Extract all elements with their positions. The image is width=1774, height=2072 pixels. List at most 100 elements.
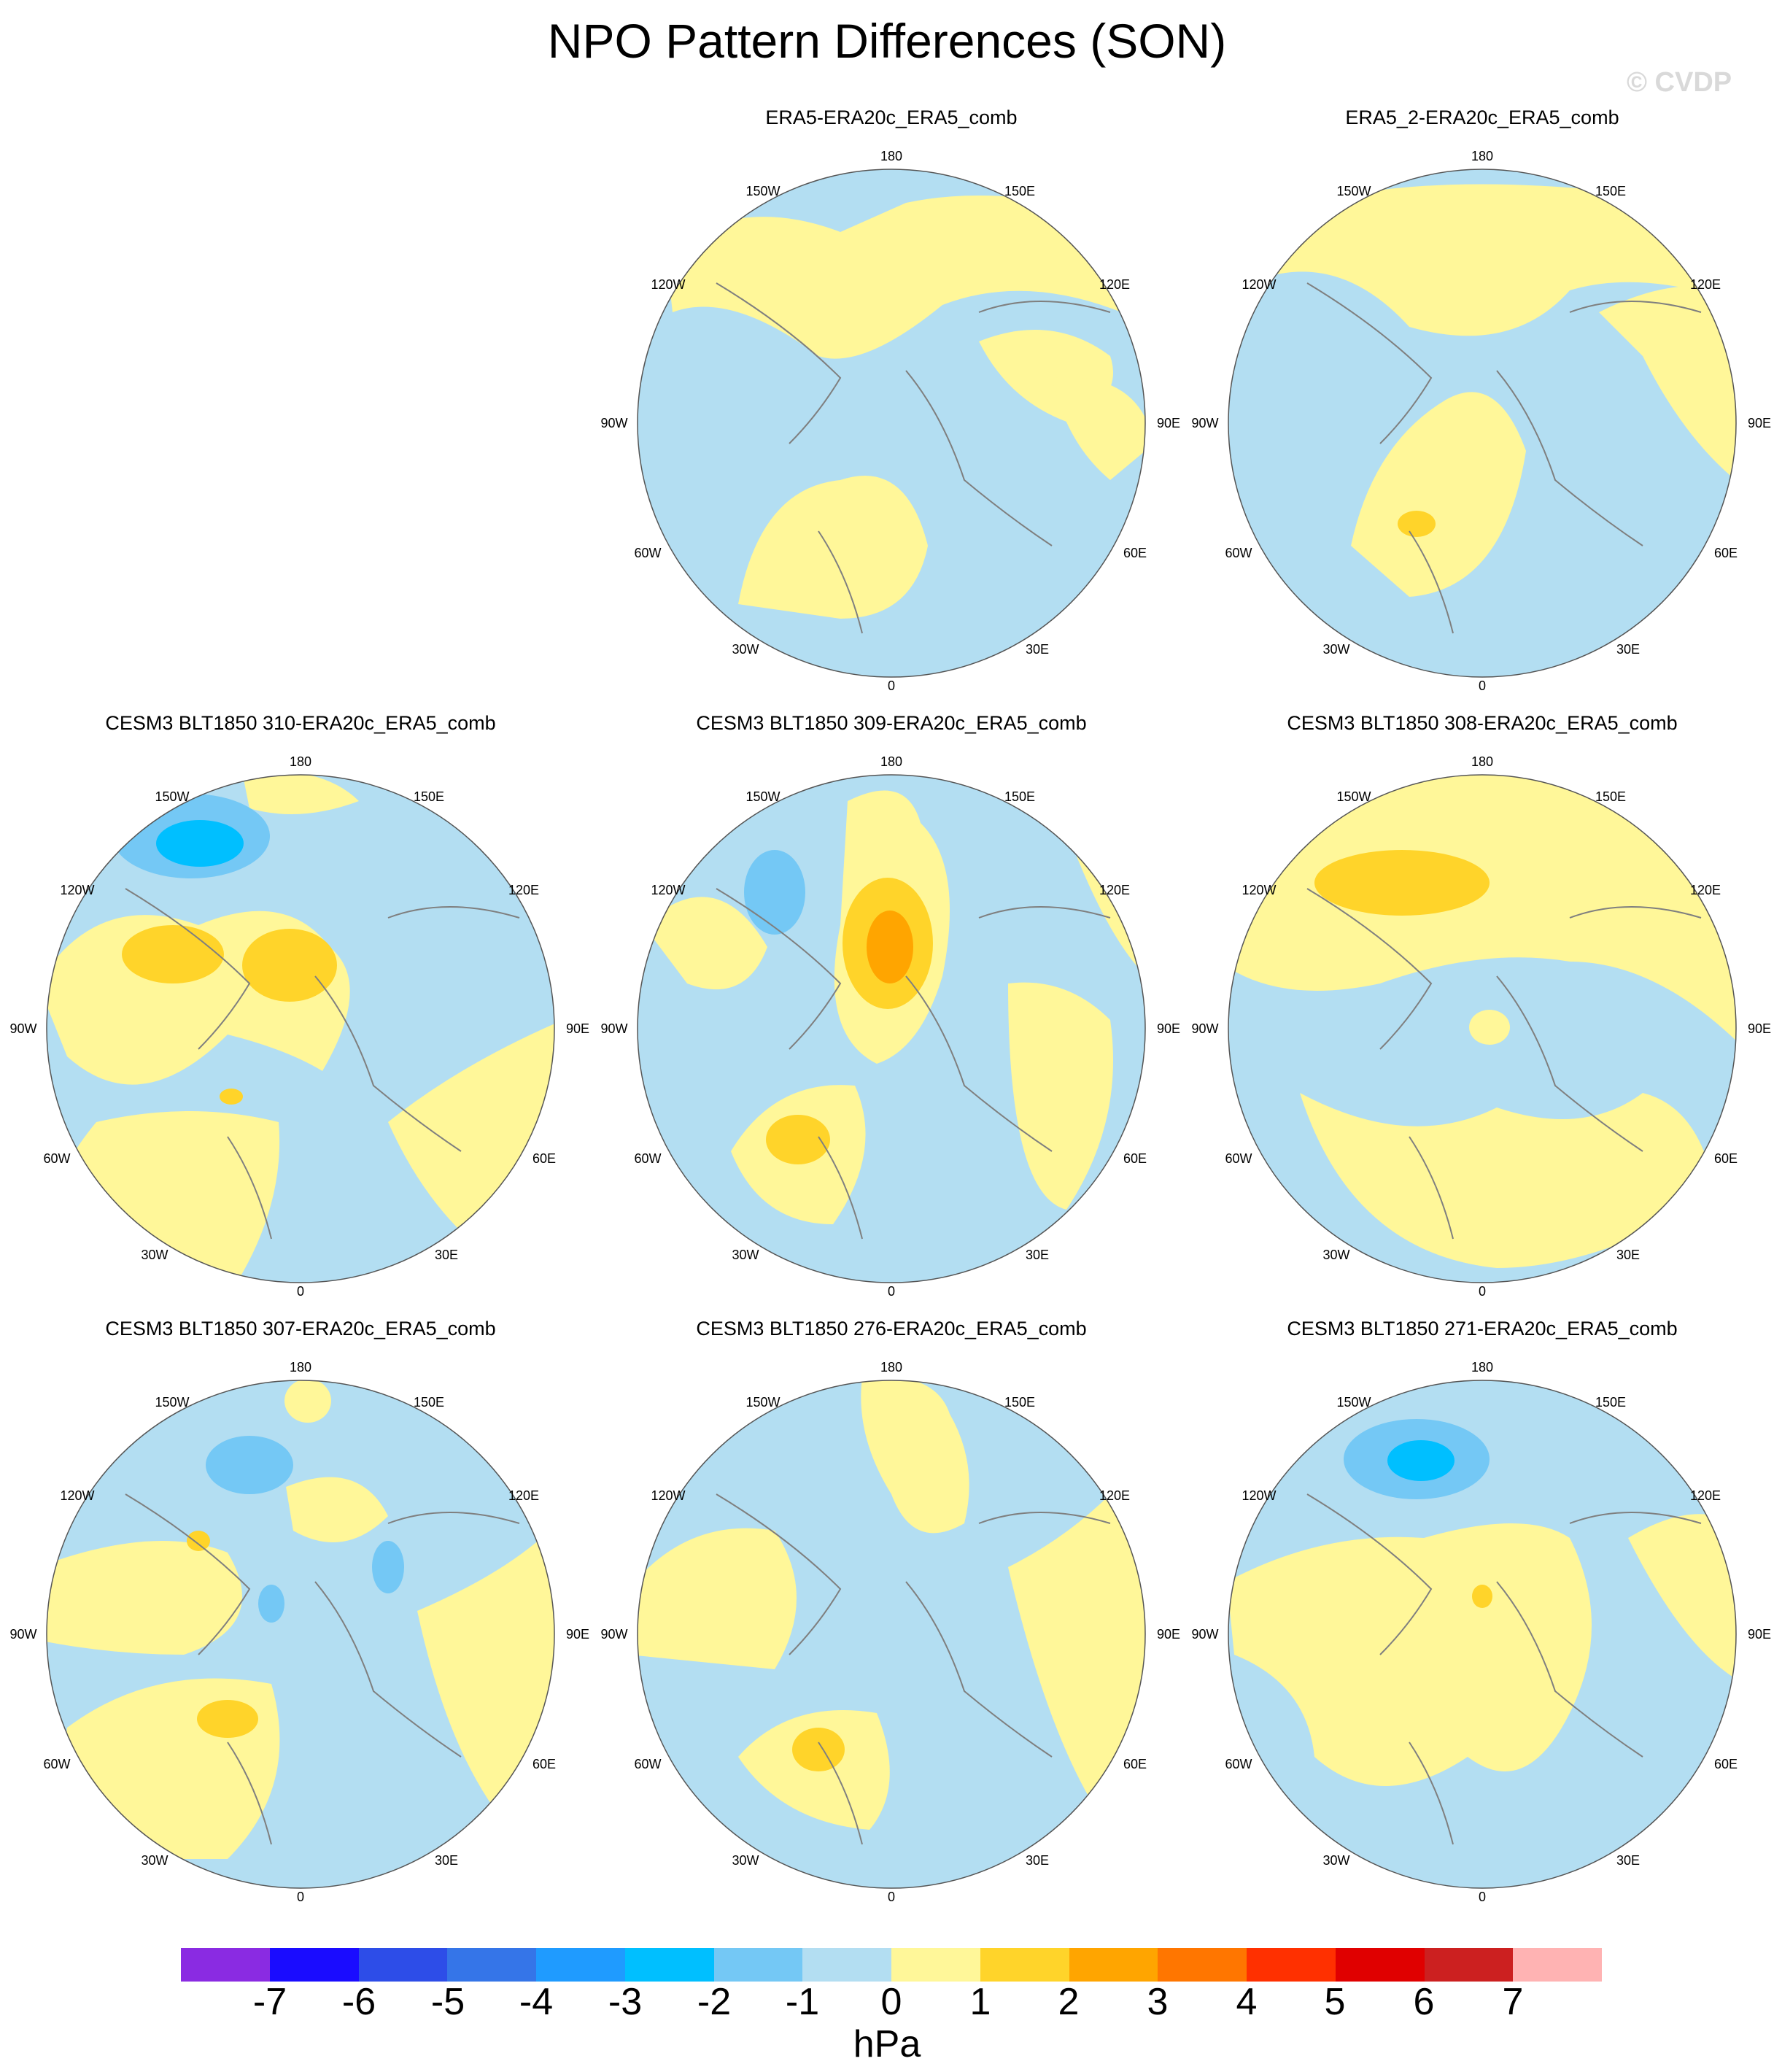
panel-title: ERA5_2-ERA20c_ERA5_comb <box>1345 107 1619 128</box>
lon-label-150w: 150W <box>745 1395 780 1410</box>
colorbar-swatch <box>891 1948 980 1982</box>
lon-label-120e: 120E <box>1690 883 1721 897</box>
panel-cesm3-310: CESM3 BLT1850 310-ERA20c_ERA5_comb 180 1… <box>9 712 592 1297</box>
lon-label-60e: 60E <box>532 1151 556 1166</box>
panel-title: CESM3 BLT1850 309-ERA20c_ERA5_comb <box>696 712 1087 734</box>
lon-label-60e: 60E <box>1123 546 1147 560</box>
colorbar-label: 3 <box>1147 1981 1169 2023</box>
lon-label-90e: 90E <box>1748 416 1771 430</box>
lon-label-150w: 150W <box>1336 789 1371 804</box>
lon-label-30e: 30E <box>435 1248 458 1262</box>
colorbar-label: 7 <box>1502 1981 1524 2023</box>
lon-label-30w: 30W <box>1322 1853 1349 1868</box>
lon-label-60e: 60E <box>1123 1151 1147 1166</box>
lon-label-150e: 150E <box>1004 1395 1035 1410</box>
lon-label-90w: 90W <box>1191 416 1218 430</box>
lon-label-150w: 150W <box>745 789 780 804</box>
lon-label-0: 0 <box>888 1284 895 1297</box>
lon-label-90w: 90W <box>1191 1021 1218 1036</box>
lon-label-30w: 30W <box>141 1853 168 1868</box>
lon-label-180: 180 <box>880 149 902 163</box>
lon-label-150w: 150W <box>155 1395 189 1410</box>
colorbar-swatch <box>624 1948 714 1982</box>
lon-label-150e: 150E <box>1595 184 1626 198</box>
lon-label-150e: 150E <box>414 789 444 804</box>
colorbar-label: -4 <box>519 1981 554 2023</box>
colorbar-swatch <box>1335 1948 1425 1982</box>
lon-label-60w: 60W <box>1225 1757 1252 1771</box>
lon-label-30e: 30E <box>1616 1248 1640 1262</box>
panel-title: CESM3 BLT1850 307-ERA20c_ERA5_comb <box>105 1318 496 1340</box>
lon-label-120w: 120W <box>651 277 685 292</box>
colorbar <box>181 1948 1602 1982</box>
colorbar-units: hPa <box>853 2023 921 2065</box>
lon-label-180: 180 <box>880 1360 902 1375</box>
lon-label-30e: 30E <box>1026 642 1049 657</box>
lon-label-90e: 90E <box>566 1021 589 1036</box>
lon-label-150w: 150W <box>1336 184 1371 198</box>
lon-label-150w: 150W <box>155 789 189 804</box>
lon-label-120w: 120W <box>651 883 685 897</box>
lon-label-30w: 30W <box>1322 642 1349 657</box>
lon-label-120e: 120E <box>508 883 539 897</box>
lon-label-120e: 120E <box>508 1488 539 1503</box>
lon-label-90e: 90E <box>1748 1627 1771 1642</box>
lon-label-90w: 90W <box>9 1021 36 1036</box>
colorbar-swatch <box>1424 1948 1514 1982</box>
polar-map: 180 150E 120E 90E 60E 30E 0 30W 60W 90W … <box>600 1360 1180 1903</box>
colorbar-swatch <box>1513 1948 1602 1982</box>
colorbar-swatch <box>1247 1948 1336 1982</box>
lon-label-120w: 120W <box>1242 277 1276 292</box>
lon-label-0: 0 <box>1479 679 1486 692</box>
panel-title: ERA5-ERA20c_ERA5_comb <box>765 107 1018 128</box>
lon-label-30w: 30W <box>1322 1248 1349 1262</box>
colorbar-label: 6 <box>1413 1981 1435 2023</box>
panel-title: CESM3 BLT1850 310-ERA20c_ERA5_comb <box>105 712 496 734</box>
lon-label-0: 0 <box>297 1890 304 1903</box>
figure-title: NPO Pattern Differences (SON) <box>547 14 1227 68</box>
lon-label-0: 0 <box>1479 1284 1486 1297</box>
lon-label-180: 180 <box>1471 754 1493 769</box>
lon-label-180: 180 <box>290 1360 311 1375</box>
lon-label-30w: 30W <box>732 642 759 657</box>
lon-label-120e: 120E <box>1099 1488 1130 1503</box>
colorbar-swatch <box>269 1948 359 1982</box>
colorbar-swatch <box>1069 1948 1158 1982</box>
colorbar-label: -3 <box>608 1981 643 2023</box>
colorbar-labels: -7 -6 -5 -4 -3 -2 -1 0 1 2 3 4 5 6 7 <box>0 1980 1774 2031</box>
lon-label-150e: 150E <box>414 1395 444 1410</box>
colorbar-label: 5 <box>1324 1981 1346 2023</box>
lon-label-30e: 30E <box>1616 642 1640 657</box>
lon-label-120e: 120E <box>1099 277 1130 292</box>
colorbar-swatch <box>980 1948 1069 1982</box>
colorbar-label: -7 <box>252 1981 287 2023</box>
colorbar-label: -1 <box>785 1981 820 2023</box>
lon-label-0: 0 <box>297 1284 304 1297</box>
lon-label-60w: 60W <box>43 1757 70 1771</box>
colorbar-label: 1 <box>969 1981 991 2023</box>
lon-label-120e: 120E <box>1690 1488 1721 1503</box>
colorbar-label: 4 <box>1236 1981 1258 2023</box>
colorbar-swatch <box>536 1948 625 1982</box>
lon-label-150w: 150W <box>1336 1395 1371 1410</box>
lon-label-150e: 150E <box>1595 1395 1626 1410</box>
lon-label-60e: 60E <box>532 1757 556 1771</box>
colorbar-swatch <box>358 1948 448 1982</box>
lon-label-180: 180 <box>1471 149 1493 163</box>
lon-label-120e: 120E <box>1690 277 1721 292</box>
colorbar-swatch <box>447 1948 536 1982</box>
lon-label-120w: 120W <box>60 883 94 897</box>
polar-map: 180 150E 120E 90E 60E 30E 0 30W 60W 90W … <box>1191 1360 1771 1903</box>
panel-title: CESM3 BLT1850 271-ERA20c_ERA5_comb <box>1287 1318 1678 1340</box>
lon-label-30w: 30W <box>141 1248 168 1262</box>
lon-label-90e: 90E <box>1157 1021 1180 1036</box>
lon-label-120w: 120W <box>1242 1488 1276 1503</box>
colorbar-label: 0 <box>880 1981 902 2023</box>
polar-map: 180 150E 120E 90E 60E 30E 0 30W 60W 90W … <box>1191 754 1771 1297</box>
colorbar-label: -5 <box>430 1981 465 2023</box>
lon-label-60w: 60W <box>1225 1151 1252 1166</box>
colorbar-swatch <box>181 1948 270 1982</box>
lon-label-90w: 90W <box>9 1627 36 1642</box>
panel-cesm3-276: CESM3 BLT1850 276-ERA20c_ERA5_comb 180 1… <box>600 1318 1183 1903</box>
lon-label-30e: 30E <box>1026 1248 1049 1262</box>
